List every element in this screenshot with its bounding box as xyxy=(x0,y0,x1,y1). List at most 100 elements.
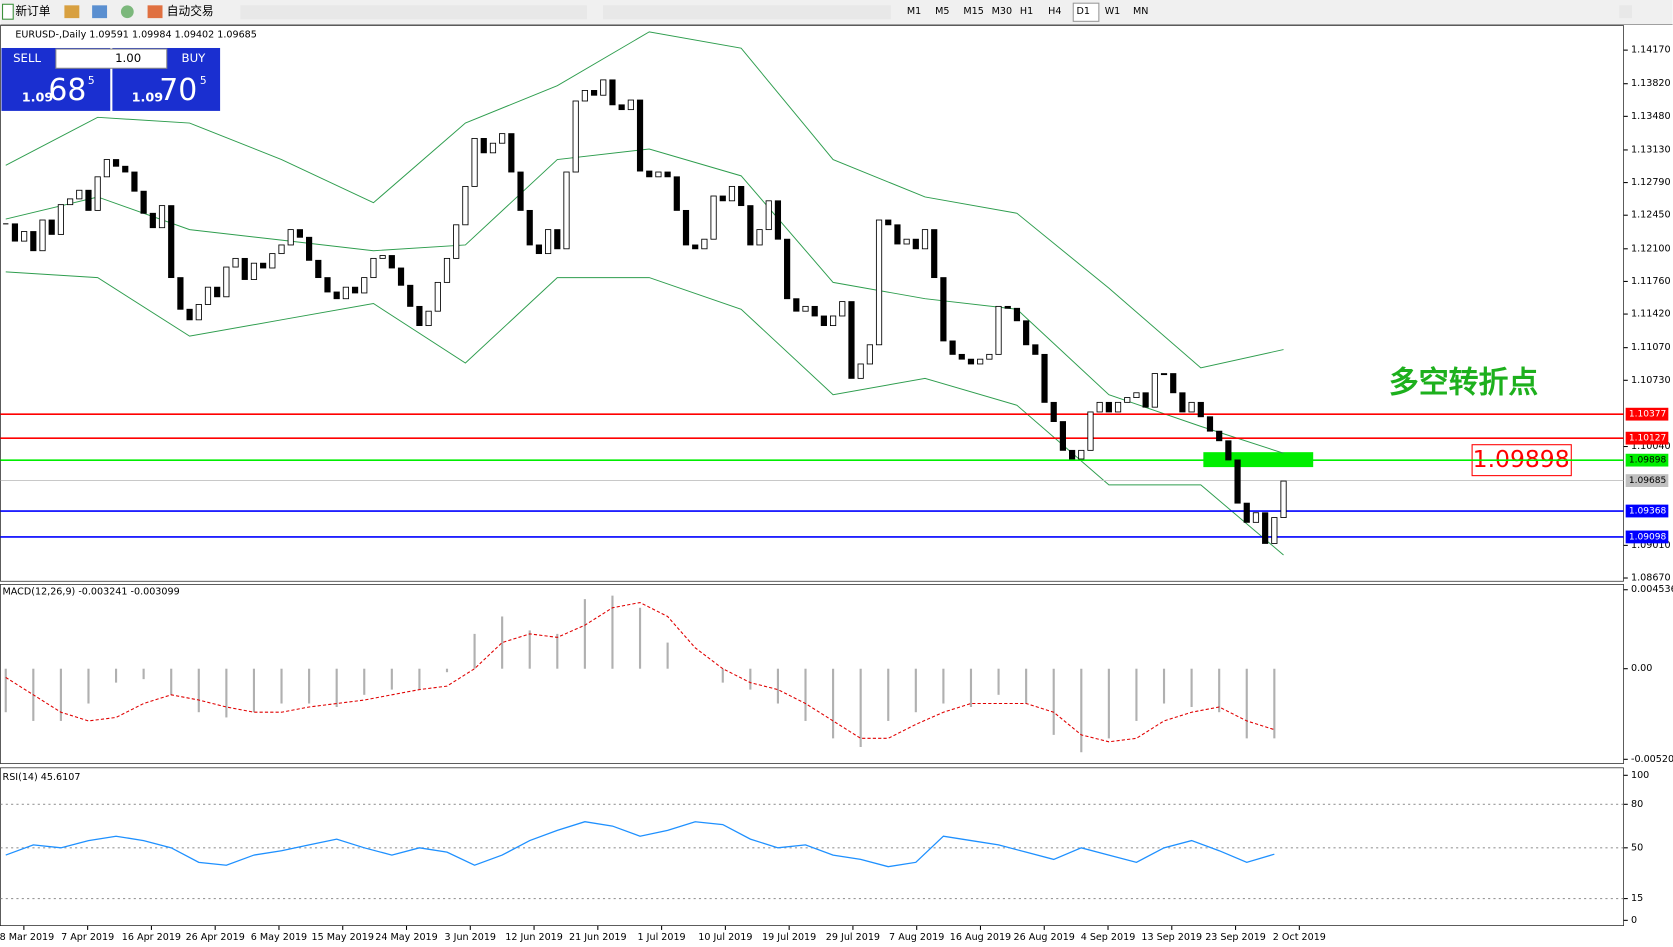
bollinger-upper xyxy=(5,31,1284,369)
candle xyxy=(269,253,276,269)
timeframe-button[interactable]: M15 xyxy=(963,6,983,17)
candle xyxy=(1179,392,1186,413)
candle xyxy=(784,238,791,300)
candle xyxy=(1013,307,1021,322)
candle xyxy=(195,304,202,321)
lot-input[interactable] xyxy=(55,48,168,69)
candle xyxy=(627,99,634,111)
candle xyxy=(122,165,129,173)
ask-big: 1.09 xyxy=(132,91,164,106)
level-label: 1.09368 xyxy=(1629,507,1667,517)
x-tick-label: 13 Sep 2019 xyxy=(1141,932,1202,943)
auto-trading-button[interactable]: 自动交易 xyxy=(147,4,214,18)
timeframe-button[interactable]: H4 xyxy=(1048,6,1061,17)
candle xyxy=(351,286,359,294)
candle xyxy=(894,224,901,245)
y-tick-label: 1.11760 xyxy=(1631,276,1671,287)
y-tick-label: 1.12450 xyxy=(1631,210,1671,221)
candle xyxy=(1216,430,1223,442)
candle xyxy=(333,291,340,300)
draw-icons[interactable] xyxy=(602,5,891,20)
x-tick-label: 19 Jul 2019 xyxy=(762,932,816,943)
candle xyxy=(1032,344,1039,355)
x-tick-label: 3 Jun 2019 xyxy=(445,932,497,943)
x-tick-label: 16 Apr 2019 xyxy=(122,932,181,943)
level-label: 1.09685 xyxy=(1629,476,1666,486)
y-tick-label: 1.13130 xyxy=(1631,144,1671,155)
candle xyxy=(21,231,28,242)
candle xyxy=(811,305,818,317)
candle xyxy=(1004,305,1011,309)
icon[interactable] xyxy=(64,5,80,19)
candle xyxy=(756,229,763,246)
candle xyxy=(774,200,782,240)
candle xyxy=(839,301,846,317)
y-tick-label: 1.11420 xyxy=(1631,309,1671,320)
candle xyxy=(324,277,331,293)
candle xyxy=(1234,459,1241,504)
candle xyxy=(1197,401,1204,418)
icon[interactable] xyxy=(120,5,134,19)
candle xyxy=(931,229,938,279)
level-tag xyxy=(1625,474,1669,487)
candle xyxy=(443,257,451,283)
candle xyxy=(140,190,147,214)
y-tick-label: 1.12790 xyxy=(1631,177,1671,188)
icon[interactable] xyxy=(92,5,108,19)
candle xyxy=(1225,440,1232,461)
candle xyxy=(241,257,248,280)
candle xyxy=(370,257,377,279)
y-tick-label: 50 xyxy=(1631,842,1643,853)
y-tick-label: 1.13820 xyxy=(1631,78,1671,89)
timeframe-button[interactable]: W1 xyxy=(1105,6,1121,17)
timeframe-button[interactable]: M30 xyxy=(992,6,1012,17)
tool-icons[interactable] xyxy=(240,5,587,20)
timeframe-button[interactable]: M1 xyxy=(907,6,921,17)
timeframe-button[interactable]: D1 xyxy=(1076,6,1089,17)
y-tick-label: 15 xyxy=(1631,893,1643,904)
x-tick-label: 26 Apr 2019 xyxy=(186,932,245,943)
active-timeframe[interactable] xyxy=(1072,2,1100,22)
candle xyxy=(1050,401,1057,422)
y-tick-label: 1.12100 xyxy=(1631,243,1671,254)
candle xyxy=(1069,449,1076,460)
macd-signal xyxy=(5,601,1275,743)
level-label: 1.09098 xyxy=(1629,532,1667,542)
candle xyxy=(296,229,304,238)
bollinger-middle xyxy=(5,148,1284,454)
candle xyxy=(1078,449,1085,460)
trade-panel: SELL BUY 1.00 1.09 68 5 1.09 70 5 xyxy=(1,47,221,111)
candle xyxy=(875,219,883,346)
candle xyxy=(710,195,717,240)
y-tick-label: 80 xyxy=(1631,799,1643,810)
candle xyxy=(600,79,607,96)
candle xyxy=(1059,421,1066,451)
bid-pips: 68 xyxy=(48,73,86,108)
candle xyxy=(581,90,588,102)
candle xyxy=(692,244,699,250)
candle xyxy=(517,171,524,211)
candle xyxy=(802,305,809,312)
y-tick-label: 0.004536 xyxy=(1631,584,1673,595)
rsi-label: RSI(14) 45.6107 xyxy=(3,772,81,783)
new-order-button[interactable]: 新订单 xyxy=(2,3,51,20)
y-tick-label: 1.13480 xyxy=(1631,111,1671,122)
level-tag xyxy=(1625,504,1669,518)
candle xyxy=(866,344,873,365)
candle xyxy=(655,171,662,178)
timeframe-button[interactable]: H1 xyxy=(1020,6,1033,17)
candle xyxy=(1151,373,1158,408)
timeframe-button[interactable]: MN xyxy=(1133,6,1148,17)
timeframe-button[interactable]: M5 xyxy=(935,6,949,17)
candle xyxy=(462,185,469,226)
candle xyxy=(609,79,616,106)
candle xyxy=(306,236,313,261)
x-tick-label: 4 Sep 2019 xyxy=(1081,932,1136,943)
candle xyxy=(149,212,156,229)
rsi-line xyxy=(5,821,1275,868)
candle xyxy=(278,244,285,255)
candle xyxy=(940,277,947,342)
search-icon[interactable] xyxy=(1619,5,1633,19)
candle xyxy=(765,200,772,231)
